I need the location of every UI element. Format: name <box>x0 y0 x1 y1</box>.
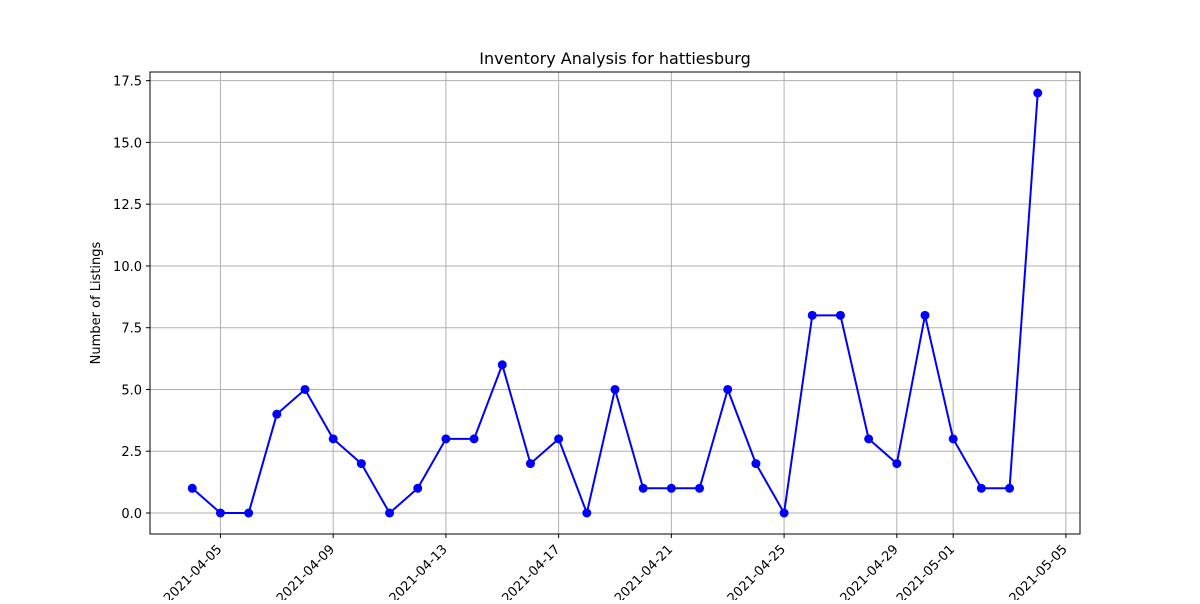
data-point <box>525 459 535 469</box>
series-line <box>191 92 1039 514</box>
data-point <box>920 310 930 320</box>
plot-frame <box>149 71 1081 535</box>
x-tick-label: 2021-04-05 <box>161 542 225 600</box>
data-point <box>356 459 366 469</box>
data-point <box>864 434 874 444</box>
data-point <box>244 508 254 518</box>
x-tick-label: 2021-04-13 <box>387 542 451 600</box>
data-point <box>554 434 564 444</box>
data-point <box>779 508 789 518</box>
data-point <box>328 434 338 444</box>
data-point <box>807 310 817 320</box>
y-tick-label: 2.5 <box>121 445 142 460</box>
y-tick-label: 7.5 <box>121 322 142 337</box>
data-point <box>892 459 902 469</box>
data-point <box>610 384 620 394</box>
y-tick-label: 12.5 <box>113 198 142 213</box>
chart-title: Inventory Analysis for hattiesburg <box>479 49 750 68</box>
data-point <box>976 483 986 493</box>
y-tick-label: 5.0 <box>121 383 142 398</box>
data-point <box>1005 483 1015 493</box>
data-point <box>215 508 225 518</box>
x-tick-label: 2021-04-17 <box>499 542 563 600</box>
data-point <box>272 409 282 419</box>
grid <box>150 72 1080 534</box>
data-point <box>300 384 310 394</box>
y-tick-label: 10.0 <box>113 260 142 275</box>
series-layer <box>187 88 1043 518</box>
data-point <box>695 483 705 493</box>
x-tick-label: 2021-05-01 <box>894 542 958 600</box>
y-axis-title: Number of Listings <box>89 241 104 364</box>
data-point <box>723 384 733 394</box>
data-point <box>666 483 676 493</box>
data-point <box>1033 88 1043 98</box>
data-point <box>835 310 845 320</box>
data-point <box>582 508 592 518</box>
data-point <box>469 434 479 444</box>
ticks: 0.0 2.5 5.0 7.5 10.0 12.5 15.0 17.5 2021-04-05 20… <box>113 75 1071 604</box>
data-point <box>497 360 507 370</box>
x-tick-label: 2021-04-09 <box>274 542 338 600</box>
data-point <box>638 483 648 493</box>
y-tick-label: 17.5 <box>113 75 142 90</box>
data-point <box>413 483 423 493</box>
x-tick-label: 2021-05-05 <box>1007 542 1071 600</box>
data-point <box>187 483 197 493</box>
data-point <box>441 434 451 444</box>
data-point <box>751 459 761 469</box>
x-tick-label: 2021-04-21 <box>612 542 676 600</box>
x-tick-label: 2021-04-29 <box>838 542 902 600</box>
y-tick-label: 15.0 <box>113 136 142 151</box>
y-tick-label: 0.0 <box>121 507 142 522</box>
x-tick-label: 2021-04-25 <box>725 542 789 600</box>
data-point <box>948 434 958 444</box>
data-point <box>385 508 395 518</box>
